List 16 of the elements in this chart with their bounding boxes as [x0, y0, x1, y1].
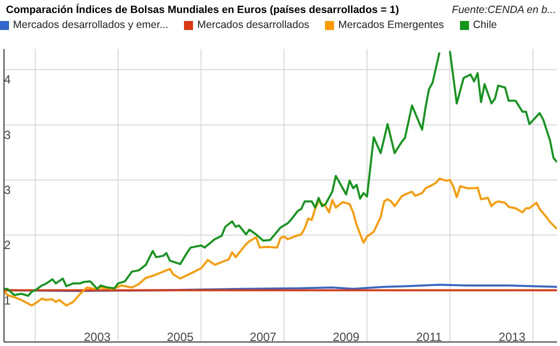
chart-title: Comparación Índices de Bolsas Mundiales en Euros (países desarrollados = 1) [6, 4, 400, 16]
legend-label: Chile [472, 19, 497, 31]
x-tick-label: 2013 [498, 330, 526, 344]
x-tick-label: 2011 [416, 330, 442, 344]
y-tick-label: 2 [4, 238, 11, 252]
y-tick-label: 3 [4, 182, 11, 197]
x-tick-label: 2005 [166, 330, 194, 344]
source-note: Fuente:CENDA en b... [452, 4, 556, 16]
legend-label: Mercados desarrollados y emer... [13, 19, 168, 31]
x-tick-label: 2007 [250, 330, 277, 344]
legend-label: Mercados desarrollados [197, 19, 310, 31]
y-tick-label: 3 [4, 128, 11, 142]
x-tick-label: 2003 [84, 330, 111, 344]
legend-label: Mercados Emergentes [338, 19, 444, 31]
y-tick-label: 1 [4, 293, 11, 308]
x-tick-label: 2009 [332, 330, 360, 344]
